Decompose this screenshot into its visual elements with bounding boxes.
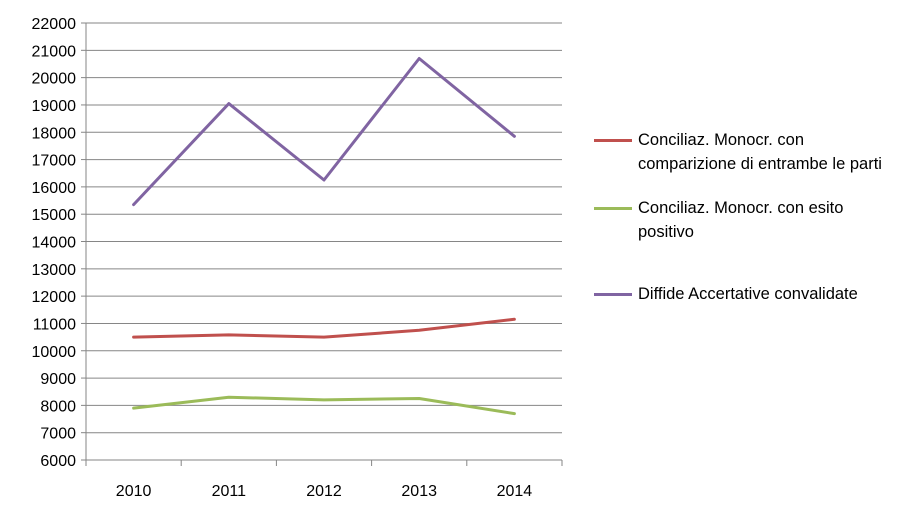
x-axis-tick-labels: 2010 2011 2012 2013 2014	[116, 483, 532, 500]
legend-item-series-3: Diffide Accertative convalidate	[592, 282, 892, 306]
y-tick-label-14000: 14000	[32, 235, 77, 252]
y-tick-label-21000: 21000	[32, 43, 77, 60]
x-tick-label-2014: 2014	[497, 483, 533, 500]
x-tick-label-2011: 2011	[212, 483, 247, 500]
x-tick-label-2013: 2013	[401, 483, 437, 500]
series-line-2	[132, 395, 516, 416]
series-line-3	[132, 57, 516, 207]
gridlines	[81, 22, 562, 461]
y-tick-label-6000: 6000	[40, 453, 76, 470]
legend-label-series-1: Conciliaz. Monocr. con comparizione di e…	[638, 131, 882, 173]
x-tick-label-2012: 2012	[306, 483, 342, 500]
y-tick-label-22000: 22000	[32, 16, 77, 33]
x-tick-label-2010: 2010	[116, 483, 152, 500]
y-tick-label-16000: 16000	[32, 180, 77, 197]
legend-swatch-series-3	[594, 293, 632, 296]
y-axis-tick-labels: 6000 7000 8000 9000 10000 11000 12000 13000 1400…	[32, 16, 77, 470]
y-tick-label-13000: 13000	[32, 262, 77, 279]
y-tick-label-8000: 8000	[40, 398, 76, 415]
series-lines	[132, 57, 516, 416]
legend-label-series-2: Conciliaz. Monocr. con esito positivo	[638, 199, 844, 241]
y-tick-label-19000: 19000	[32, 98, 77, 115]
axes	[85, 23, 563, 466]
legend-item-series-2: Conciliaz. Monocr. con esito positivo	[592, 196, 892, 244]
legend: Conciliaz. Monocr. con comparizione di e…	[592, 128, 892, 306]
legend-label-series-3: Diffide Accertative convalidate	[638, 285, 858, 303]
legend-swatch-series-1	[594, 139, 632, 142]
y-tick-label-17000: 17000	[32, 153, 77, 170]
y-tick-label-15000: 15000	[32, 207, 77, 224]
legend-item-series-1: Conciliaz. Monocr. con comparizione di e…	[592, 128, 892, 176]
y-tick-label-20000: 20000	[32, 71, 77, 88]
y-tick-label-11000: 11000	[33, 316, 76, 333]
y-tick-label-18000: 18000	[32, 125, 77, 142]
y-tick-label-12000: 12000	[32, 289, 77, 306]
y-tick-label-9000: 9000	[40, 371, 76, 388]
y-tick-label-10000: 10000	[32, 344, 77, 361]
y-tick-label-7000: 7000	[40, 426, 76, 443]
series-line-1	[132, 317, 516, 339]
legend-swatch-series-2	[594, 207, 632, 210]
